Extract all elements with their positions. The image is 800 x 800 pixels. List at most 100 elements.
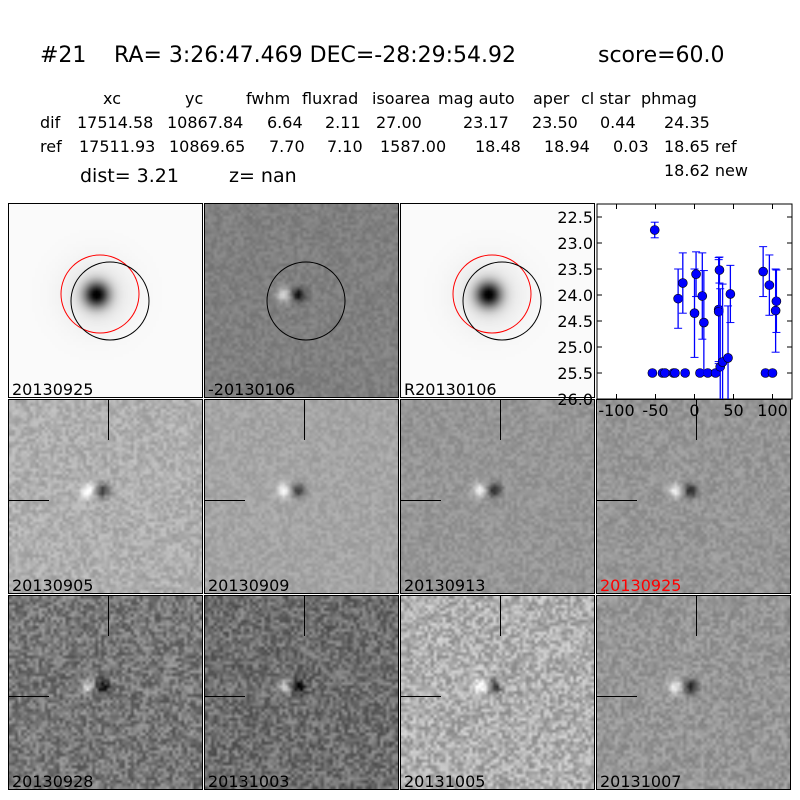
ref-cl-star: 0.03 (613, 137, 649, 156)
detection-circle (462, 261, 542, 341)
candidate-coords: RA= 3:26:47.469 DEC=-28:29:54.92 (114, 43, 517, 68)
data-point (758, 266, 768, 277)
image-stamp: 20130905 (8, 399, 203, 594)
image-stamp: 20131005 (400, 595, 595, 790)
crosshair-horizontal (9, 500, 49, 501)
stamp-date-label: 20130925 (600, 576, 682, 594)
aperture-circles (60, 254, 150, 341)
row-dif-label: dif (40, 113, 61, 132)
y-tick-label: 23.5 (557, 260, 593, 279)
col-phmag: phmag (641, 89, 697, 108)
ref-fluxrad: 7.10 (327, 137, 363, 156)
detection-circle (70, 261, 150, 341)
dif-isoarea: 27.00 (376, 113, 422, 132)
data-point (699, 317, 709, 328)
col-fluxrad: fluxrad (302, 89, 359, 108)
data-point (680, 368, 690, 378)
col-xc: xc (103, 89, 121, 108)
dif-fluxrad: 2.11 (325, 113, 361, 132)
data-point (723, 353, 733, 363)
image-stamp: 20131007 (596, 595, 791, 790)
stamp-date-label: 20131003 (208, 772, 290, 790)
stamp-date-label: 20130928 (12, 772, 94, 790)
data-point (770, 305, 781, 316)
stamp-date-label: R20130106 (404, 380, 497, 398)
candidate-score: score=60.0 (598, 43, 725, 68)
stamp-image (401, 596, 594, 789)
crosshair-vertical (500, 596, 501, 636)
y-tick-label: 26.0 (557, 390, 593, 409)
row-ref-label: ref (40, 137, 62, 156)
crosshair-horizontal (597, 696, 637, 697)
x-tick-label: 50 (723, 401, 743, 420)
col-isoarea: isoarea (372, 89, 431, 108)
image-stamp: 20131003 (204, 595, 399, 790)
reference-circle (60, 254, 140, 334)
candidate-id: #21 (40, 43, 87, 68)
dif-phmag: 24.35 (664, 113, 710, 132)
stamp-date-label: 20131007 (600, 772, 682, 790)
crosshair-vertical (108, 596, 109, 636)
stamp-date-label: 20130905 (12, 576, 94, 594)
stamp-date-label: 20130925 (12, 380, 94, 398)
image-stamp: 20130928 (8, 595, 203, 790)
y-tick-label: 25.0 (557, 338, 593, 357)
crosshair-vertical (500, 400, 501, 440)
stamp-image (597, 596, 790, 789)
image-stamp: 20130925 (596, 399, 791, 594)
stamp-image (597, 400, 790, 593)
data-point (691, 269, 701, 279)
ref-fwhm: 7.70 (269, 137, 305, 156)
x-tick-label: -100 (598, 401, 634, 420)
data-point (670, 368, 680, 378)
crosshair-horizontal (205, 500, 245, 501)
dif-xc: 17514.58 (77, 113, 154, 132)
y-tick-label: 22.5 (557, 208, 593, 227)
ref-isoarea: 1587.00 (380, 137, 447, 156)
data-point (673, 293, 683, 304)
z-value: z= nan (229, 165, 297, 187)
image-stamp: -20130106 (204, 203, 399, 398)
aperture-circles (452, 254, 542, 341)
new-phmag: 18.62 new (664, 161, 748, 180)
ref-aper: 18.94 (544, 137, 590, 156)
dif-cl-star: 0.44 (600, 113, 636, 132)
data-point (714, 265, 725, 275)
crosshair-horizontal (205, 696, 245, 697)
stamp-image (9, 400, 202, 593)
data-point (678, 278, 688, 288)
crosshair-vertical (696, 400, 697, 440)
data-point (647, 368, 658, 378)
crosshair-horizontal (9, 696, 49, 697)
stamp-image (401, 204, 594, 397)
ref-xc: 17511.93 (79, 137, 156, 156)
data-point (689, 308, 700, 318)
x-tick-label: -50 (642, 401, 668, 420)
data-point (767, 368, 778, 378)
col-cl-star: cl star (581, 89, 631, 108)
y-tick-label: 25.5 (557, 364, 593, 383)
y-tick-label: 23.0 (557, 234, 593, 253)
dist-value: dist= 3.21 (80, 165, 179, 187)
data-point (697, 291, 708, 301)
crosshair-horizontal (597, 500, 637, 501)
x-tick-label: 100 (757, 401, 788, 420)
image-stamp: R20130106 (400, 203, 595, 398)
ref-yc: 10869.65 (169, 137, 246, 156)
image-stamp: 20130925 (8, 203, 203, 398)
stamp-image (205, 596, 398, 789)
data-point (649, 225, 660, 235)
stamp-date-label: -20130106 (208, 380, 296, 398)
data-points (647, 221, 782, 399)
dif-mag-auto: 23.17 (463, 113, 509, 132)
col-yc: yc (185, 89, 204, 108)
crosshair-vertical (108, 400, 109, 440)
data-point (771, 296, 782, 307)
detection-circle (266, 261, 346, 341)
ref-mag-auto: 18.48 (475, 137, 521, 156)
dif-yc: 10867.84 (167, 113, 244, 132)
col-aper: aper (533, 89, 570, 108)
stamp-image (9, 204, 202, 397)
stamp-image (205, 204, 398, 397)
